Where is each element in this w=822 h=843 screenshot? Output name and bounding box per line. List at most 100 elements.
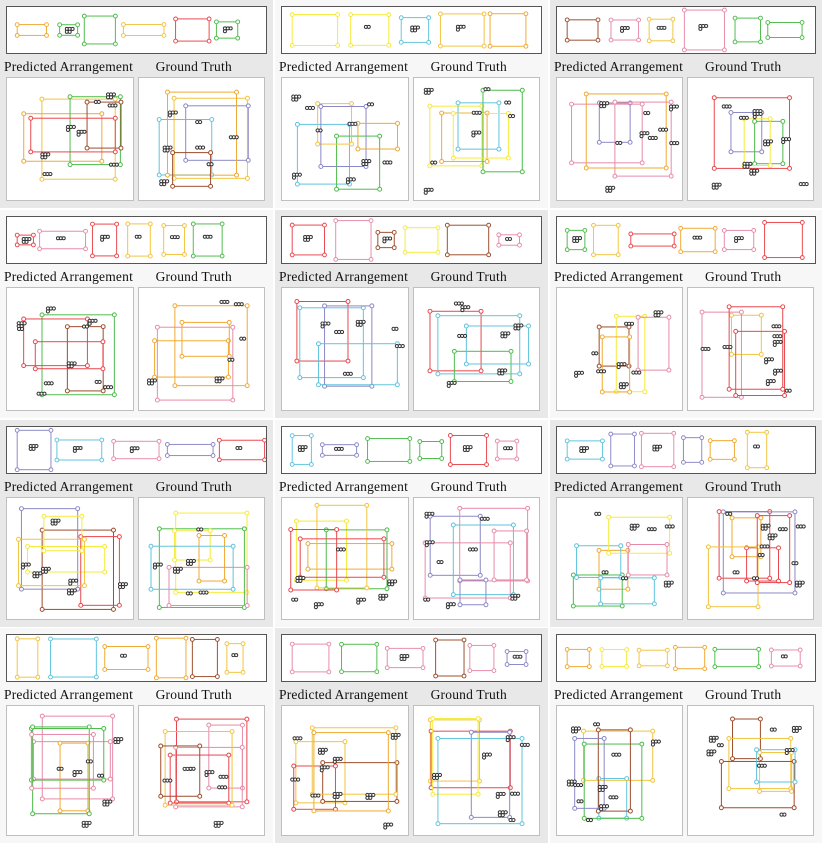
junction-dot	[67, 29, 72, 34]
corner-dot	[75, 32, 81, 38]
corner-dot	[447, 433, 453, 438]
corner-dot	[730, 716, 735, 722]
corner-dot	[619, 603, 625, 609]
corner-dot	[289, 462, 295, 467]
corner-dot	[107, 739, 113, 745]
corner-dot	[519, 735, 524, 741]
corner-dot	[79, 548, 85, 554]
corner-dot	[477, 572, 483, 578]
corner-dot	[757, 756, 763, 762]
corner-dot	[39, 312, 45, 318]
junction-dot	[99, 773, 105, 778]
junction-dot	[318, 128, 323, 133]
ground-truth-panel	[137, 497, 265, 620]
junction-dot	[764, 360, 769, 365]
room-piece	[496, 440, 518, 460]
corner-dot	[214, 35, 219, 41]
corner-dot	[216, 437, 222, 443]
junction-dot	[294, 97, 299, 102]
junction-dot	[382, 239, 387, 244]
corner-dot	[475, 716, 481, 722]
corner-dot	[214, 674, 220, 679]
room-outline	[436, 315, 520, 375]
room-piece	[449, 434, 488, 466]
corner-dot	[360, 305, 366, 311]
junction-dot	[675, 141, 680, 146]
junction-dot	[622, 362, 627, 367]
corner-dot	[120, 33, 126, 38]
room-piece	[640, 432, 675, 468]
corner-dot	[564, 664, 570, 670]
junction-dot	[96, 99, 101, 105]
corner-dot	[768, 647, 774, 653]
corner-dot	[434, 821, 440, 827]
corner-dot	[84, 145, 90, 151]
room-outline	[429, 515, 481, 576]
junction-dot	[510, 817, 516, 823]
corner-dot	[102, 569, 108, 575]
corner-dot	[339, 669, 344, 675]
corner-dot	[320, 760, 326, 766]
floor-plan	[156, 89, 251, 189]
junction-dot	[384, 593, 389, 598]
corner-dot	[625, 542, 631, 547]
predicted-label: Predicted Arrangement	[4, 269, 134, 284]
predicted-label: Predicted Arrangement	[279, 687, 409, 702]
corner-dot	[386, 42, 392, 48]
junction-dot	[396, 732, 401, 737]
corner-dot	[262, 437, 266, 443]
corner-dot	[161, 252, 167, 257]
corner-dot	[210, 442, 216, 447]
corner-dot	[752, 118, 758, 124]
junction-dot	[608, 188, 613, 193]
corner-dot	[224, 641, 230, 647]
corner-dot	[90, 731, 96, 737]
junction-dot	[203, 590, 209, 595]
corner-dot	[467, 668, 473, 674]
junction-dot	[120, 585, 126, 590]
junction-dot	[434, 775, 439, 780]
junction-dot	[338, 756, 343, 761]
corner-dot	[580, 728, 586, 734]
corner-dot	[229, 802, 235, 808]
junction-dot	[35, 574, 40, 579]
corner-dot	[595, 37, 601, 43]
junction-dot	[53, 521, 58, 526]
junction-dot	[508, 446, 513, 451]
room-outline	[574, 737, 605, 809]
corner-dot	[599, 334, 605, 340]
junction-dot	[48, 171, 53, 177]
room-outline	[701, 311, 742, 398]
corner-dot	[564, 227, 570, 233]
corner-dot	[322, 252, 327, 258]
junction-dot	[505, 738, 510, 743]
junction-dot	[465, 447, 470, 452]
pieces-strip	[6, 634, 267, 682]
junction-dot	[476, 130, 481, 135]
predicted-label: Predicted Arrangement	[279, 479, 409, 494]
junction-dot	[618, 140, 623, 146]
junction-dot	[611, 185, 616, 190]
room-outline	[198, 534, 225, 582]
corner-dot	[673, 644, 678, 650]
junction-dot	[175, 569, 180, 574]
corner-dot	[673, 666, 678, 672]
predicted-label: Predicted Arrangement	[554, 479, 684, 494]
corner-dot	[348, 12, 354, 18]
corner-dot	[639, 430, 644, 436]
junction-dot	[698, 26, 703, 31]
junction-dot	[137, 234, 142, 239]
corner-dot	[402, 249, 408, 255]
corner-dot	[171, 95, 177, 101]
corner-dot	[305, 566, 311, 572]
junction-dot	[74, 578, 79, 583]
junction-dot	[579, 799, 584, 804]
junction-dot	[371, 792, 376, 797]
corner-dot	[712, 249, 718, 255]
corner-dot	[230, 586, 236, 592]
corner-dot	[39, 176, 45, 182]
junction-dot	[518, 323, 523, 328]
corner-dot	[386, 12, 392, 18]
corner-dot	[348, 42, 354, 48]
corner-dot	[507, 540, 513, 546]
